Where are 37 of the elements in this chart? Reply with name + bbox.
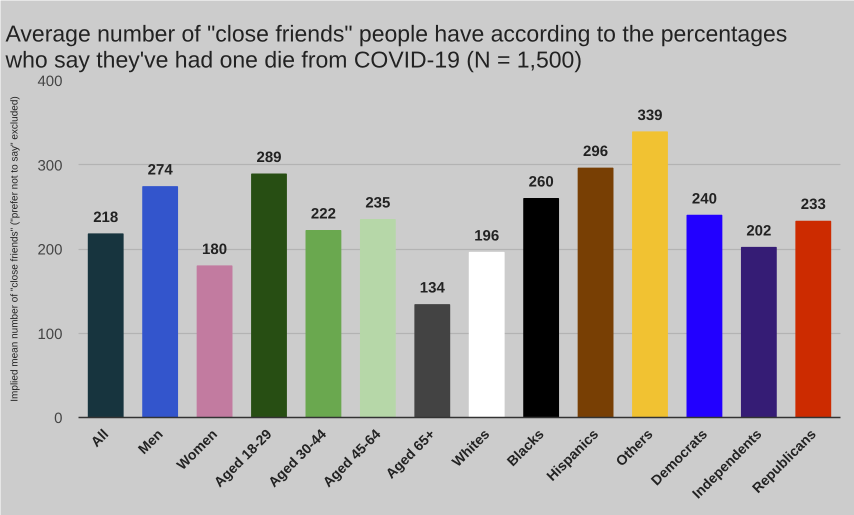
- bar: [740, 246, 777, 418]
- x-tick-label: All: [87, 426, 112, 450]
- bar: [523, 198, 560, 418]
- y-tick-label: 400: [37, 73, 63, 90]
- x-tick-label: Men: [134, 426, 166, 457]
- bar: [196, 265, 232, 418]
- data-label: 222: [310, 205, 336, 222]
- bar: [468, 252, 505, 418]
- bar: [632, 131, 668, 418]
- data-label: 240: [692, 190, 717, 208]
- bar: [142, 186, 178, 418]
- data-label: 296: [583, 143, 608, 160]
- bar: [306, 230, 342, 418]
- data-label: 339: [637, 106, 663, 124]
- y-tick-label: 300: [37, 157, 63, 174]
- bar: [414, 304, 450, 418]
- bar: [686, 214, 722, 418]
- bar: [251, 174, 287, 418]
- data-label: 196: [474, 227, 500, 244]
- y-axis-title: Implied mean number of "close friends" ("prefer not to say" excluded): [9, 96, 20, 402]
- bar: [578, 168, 614, 418]
- data-label: 289: [256, 149, 282, 166]
- data-label: 233: [800, 196, 826, 214]
- data-label: 274: [148, 162, 174, 179]
- chart-title: Average number of "close friends" people have according to the percentages who say they've had one die from COVID-19 (N = 1,500): [4, 20, 788, 72]
- data-label: 235: [365, 194, 390, 212]
- bar: [795, 220, 832, 418]
- y-tick-label: 200: [37, 242, 63, 258]
- data-label: 202: [746, 222, 772, 240]
- data-label: 218: [93, 208, 118, 226]
- data-label: 180: [202, 240, 228, 258]
- y-tick-label: 0: [54, 410, 62, 427]
- data-label: 260: [528, 173, 554, 190]
- y-tick-label: 100: [37, 326, 63, 343]
- data-label: 134: [420, 280, 446, 297]
- bar: [88, 233, 124, 418]
- bar: [360, 219, 396, 418]
